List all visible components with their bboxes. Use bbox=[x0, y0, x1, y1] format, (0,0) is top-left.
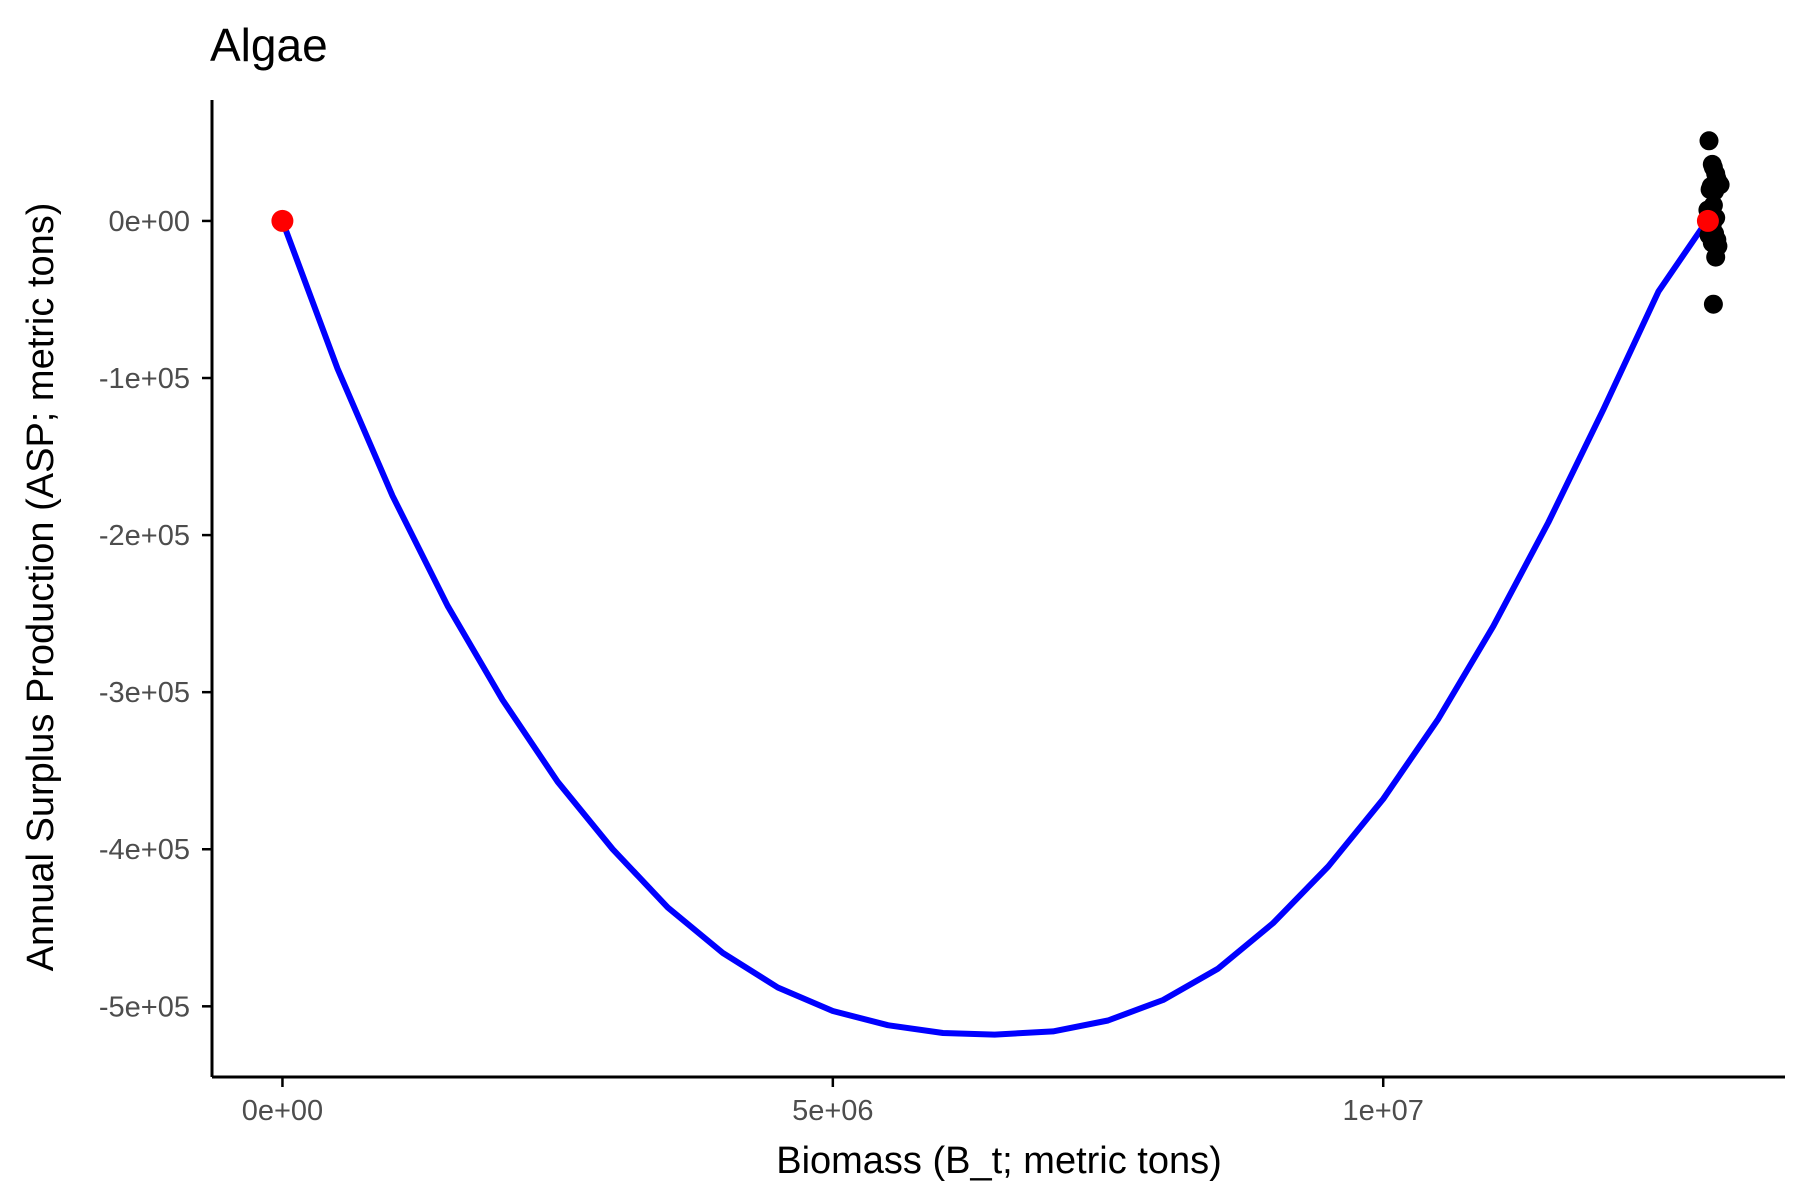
y-axis-label: Annual Surplus Production (ASP; metric t… bbox=[20, 203, 62, 972]
y-tick-label: -1e+05 bbox=[99, 363, 190, 395]
x-tick-label: 1e+07 bbox=[1342, 1095, 1423, 1127]
x-axis-label: Biomass (B_t; metric tons) bbox=[776, 1140, 1222, 1182]
observation-point bbox=[1703, 294, 1723, 314]
x-ticks: 0e+00 5e+06 1e+07 bbox=[242, 1077, 1424, 1127]
plot-area bbox=[271, 131, 1730, 1038]
observation-point bbox=[1702, 233, 1722, 253]
production-curve-line bbox=[279, 217, 1710, 1038]
x-tick-label: 0e+00 bbox=[242, 1095, 323, 1127]
y-tick-label: -2e+05 bbox=[99, 520, 190, 552]
reference-point bbox=[1696, 209, 1719, 232]
y-tick-label: -4e+05 bbox=[99, 834, 190, 866]
y-tick-label: 0e+00 bbox=[109, 206, 190, 238]
chart-title: Algae bbox=[210, 19, 328, 71]
axes bbox=[210, 100, 1785, 1079]
observation-point bbox=[1699, 131, 1719, 151]
y-tick-label: -5e+05 bbox=[99, 991, 190, 1023]
y-ticks: 0e+00 -1e+05 -2e+05 -3e+05 -4e+05 -5e+05 bbox=[99, 206, 212, 1023]
y-tick-label: -3e+05 bbox=[99, 677, 190, 709]
x-tick-label: 5e+06 bbox=[792, 1095, 873, 1127]
observation-point bbox=[1706, 247, 1726, 267]
observation-point bbox=[1710, 175, 1730, 195]
reference-point bbox=[271, 209, 294, 232]
